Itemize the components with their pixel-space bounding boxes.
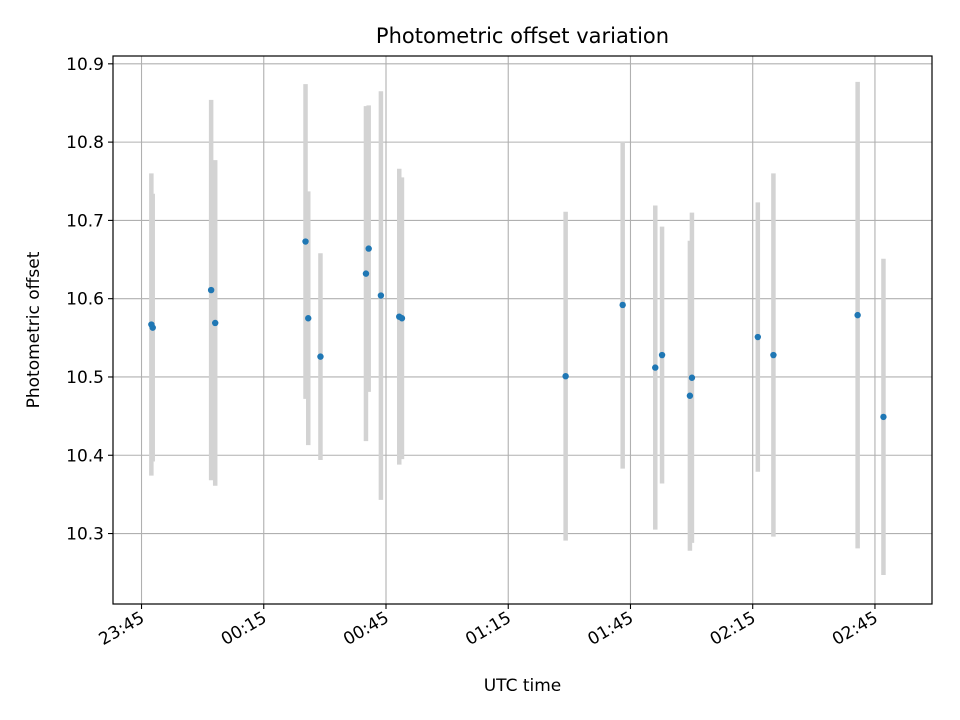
y-tick-label: 10.4 bbox=[66, 446, 104, 466]
data-point bbox=[686, 392, 694, 399]
y-tick-label: 10.9 bbox=[66, 55, 104, 75]
data-point bbox=[652, 364, 659, 371]
x-axis-label: UTC time bbox=[484, 676, 562, 696]
data-point bbox=[880, 413, 887, 421]
plot-area bbox=[113, 56, 932, 604]
data-point bbox=[658, 351, 666, 359]
grid bbox=[113, 56, 932, 604]
data-point bbox=[362, 270, 370, 277]
y-axis-ticks: 10.3 10.4 10.5 10.6 10.7 10.8 10.9 bbox=[66, 55, 113, 545]
data-point bbox=[302, 238, 309, 245]
data-point bbox=[365, 245, 372, 252]
data-point bbox=[212, 319, 219, 327]
data-point bbox=[619, 301, 626, 309]
y-tick-label: 10.8 bbox=[66, 133, 104, 153]
data-point bbox=[377, 292, 385, 299]
y-axis-label: Photometric offset bbox=[24, 251, 44, 408]
data-point bbox=[149, 324, 156, 331]
data-point bbox=[688, 374, 696, 381]
data-point bbox=[562, 372, 569, 380]
data-point bbox=[305, 315, 312, 322]
data-point bbox=[754, 333, 762, 341]
chart-title: Photometric offset variation bbox=[376, 24, 669, 48]
data-point bbox=[854, 311, 861, 319]
y-tick-label: 10.5 bbox=[66, 368, 104, 388]
data-point bbox=[770, 351, 777, 359]
data-point bbox=[207, 286, 215, 294]
data-point bbox=[317, 353, 324, 360]
data-point bbox=[398, 315, 406, 322]
data-points bbox=[148, 238, 887, 421]
y-tick-label: 10.7 bbox=[66, 211, 104, 231]
y-tick-label: 10.6 bbox=[66, 290, 104, 310]
y-tick-label: 10.3 bbox=[66, 525, 104, 545]
plot-frame bbox=[112, 55, 933, 605]
